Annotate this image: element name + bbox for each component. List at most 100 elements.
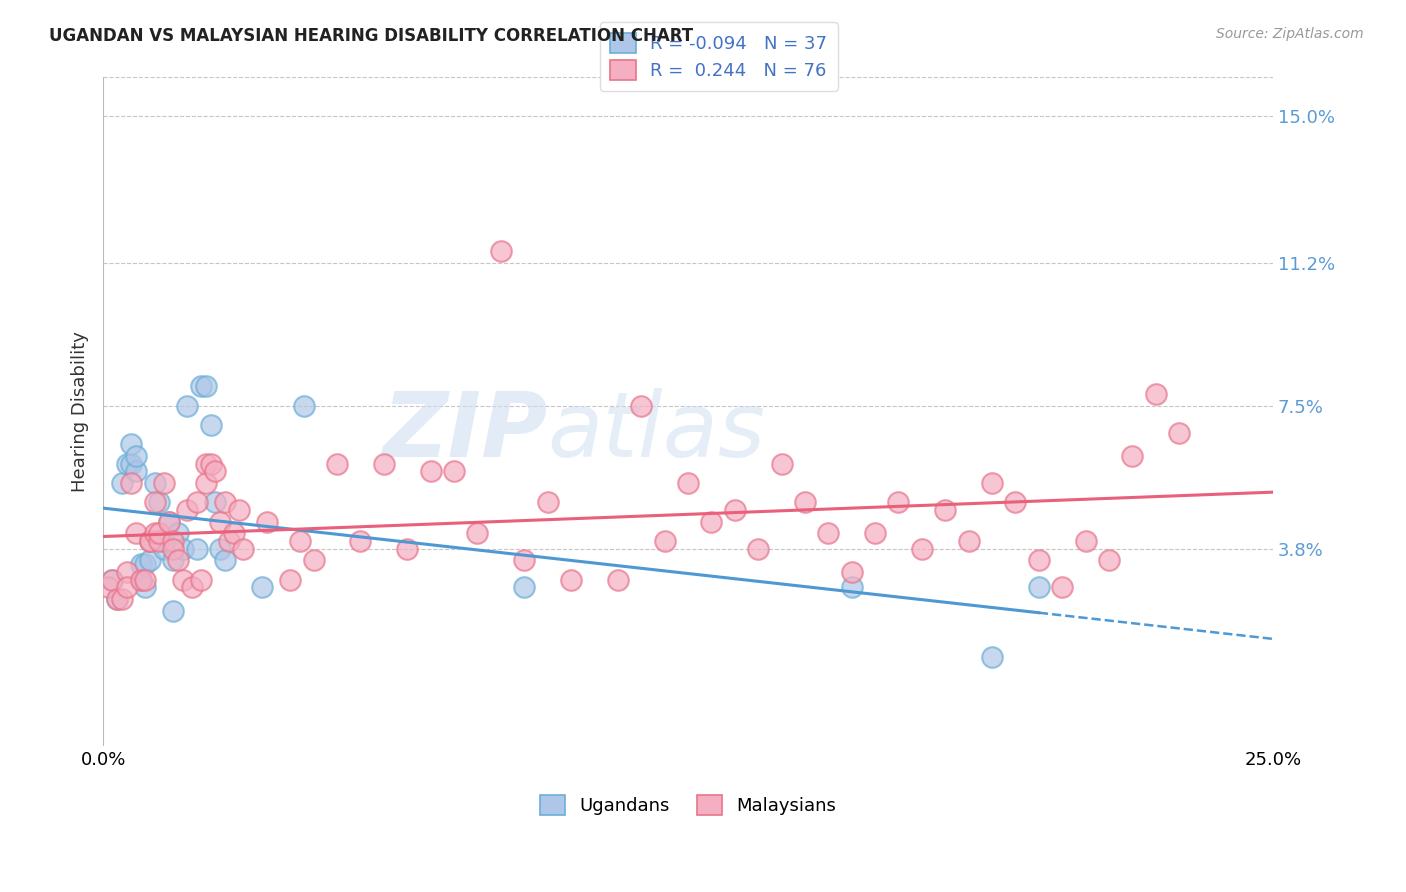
- Point: [863, 526, 886, 541]
- Point: [396, 541, 419, 556]
- Point: [162, 553, 184, 567]
- Point: [157, 515, 180, 529]
- Point: [1168, 425, 1191, 440]
- Point: [214, 495, 236, 509]
- Point: [841, 565, 863, 579]
- Point: [724, 503, 747, 517]
- Point: [186, 541, 208, 556]
- Point: [176, 503, 198, 517]
- Point: [148, 526, 170, 541]
- Point: [172, 541, 194, 556]
- Point: [129, 558, 152, 572]
- Point: [105, 591, 128, 606]
- Point: [111, 591, 134, 606]
- Point: [148, 534, 170, 549]
- Point: [143, 526, 166, 541]
- Point: [250, 581, 273, 595]
- Point: [292, 399, 315, 413]
- Point: [115, 581, 138, 595]
- Point: [101, 573, 124, 587]
- Point: [162, 541, 184, 556]
- Point: [167, 553, 190, 567]
- Point: [209, 515, 232, 529]
- Point: [190, 573, 212, 587]
- Point: [125, 465, 148, 479]
- Point: [224, 526, 246, 541]
- Point: [214, 553, 236, 567]
- Point: [841, 581, 863, 595]
- Point: [97, 581, 120, 595]
- Point: [139, 534, 162, 549]
- Text: atlas: atlas: [547, 388, 766, 475]
- Point: [120, 457, 142, 471]
- Point: [228, 503, 250, 517]
- Point: [887, 495, 910, 509]
- Point: [419, 465, 441, 479]
- Y-axis label: Hearing Disability: Hearing Disability: [72, 331, 89, 492]
- Point: [204, 495, 226, 509]
- Point: [148, 495, 170, 509]
- Point: [1028, 553, 1050, 567]
- Point: [302, 553, 325, 567]
- Point: [606, 573, 628, 587]
- Point: [817, 526, 839, 541]
- Point: [1028, 581, 1050, 595]
- Point: [167, 526, 190, 541]
- Point: [195, 379, 218, 393]
- Point: [700, 515, 723, 529]
- Point: [129, 573, 152, 587]
- Point: [560, 573, 582, 587]
- Point: [129, 573, 152, 587]
- Point: [139, 534, 162, 549]
- Text: Source: ZipAtlas.com: Source: ZipAtlas.com: [1216, 27, 1364, 41]
- Point: [143, 495, 166, 509]
- Point: [125, 449, 148, 463]
- Point: [1121, 449, 1143, 463]
- Point: [172, 573, 194, 587]
- Point: [139, 534, 162, 549]
- Point: [981, 649, 1004, 664]
- Point: [153, 541, 176, 556]
- Point: [101, 573, 124, 587]
- Point: [195, 457, 218, 471]
- Point: [1098, 553, 1121, 567]
- Legend: Ugandans, Malaysians: Ugandans, Malaysians: [533, 789, 844, 822]
- Point: [654, 534, 676, 549]
- Point: [957, 534, 980, 549]
- Point: [934, 503, 956, 517]
- Point: [326, 457, 349, 471]
- Point: [120, 437, 142, 451]
- Point: [162, 603, 184, 617]
- Point: [111, 476, 134, 491]
- Point: [105, 591, 128, 606]
- Point: [181, 581, 204, 595]
- Point: [134, 581, 156, 595]
- Point: [373, 457, 395, 471]
- Point: [232, 541, 254, 556]
- Point: [467, 526, 489, 541]
- Point: [153, 476, 176, 491]
- Point: [134, 573, 156, 587]
- Point: [139, 553, 162, 567]
- Point: [981, 476, 1004, 491]
- Point: [770, 457, 793, 471]
- Point: [157, 515, 180, 529]
- Point: [288, 534, 311, 549]
- Point: [489, 244, 512, 259]
- Point: [278, 573, 301, 587]
- Point: [190, 379, 212, 393]
- Point: [793, 495, 815, 509]
- Point: [195, 476, 218, 491]
- Point: [1074, 534, 1097, 549]
- Point: [443, 465, 465, 479]
- Point: [134, 558, 156, 572]
- Point: [536, 495, 558, 509]
- Point: [120, 476, 142, 491]
- Point: [513, 553, 536, 567]
- Point: [115, 457, 138, 471]
- Point: [1004, 495, 1026, 509]
- Point: [349, 534, 371, 549]
- Text: UGANDAN VS MALAYSIAN HEARING DISABILITY CORRELATION CHART: UGANDAN VS MALAYSIAN HEARING DISABILITY …: [49, 27, 693, 45]
- Point: [186, 495, 208, 509]
- Point: [125, 526, 148, 541]
